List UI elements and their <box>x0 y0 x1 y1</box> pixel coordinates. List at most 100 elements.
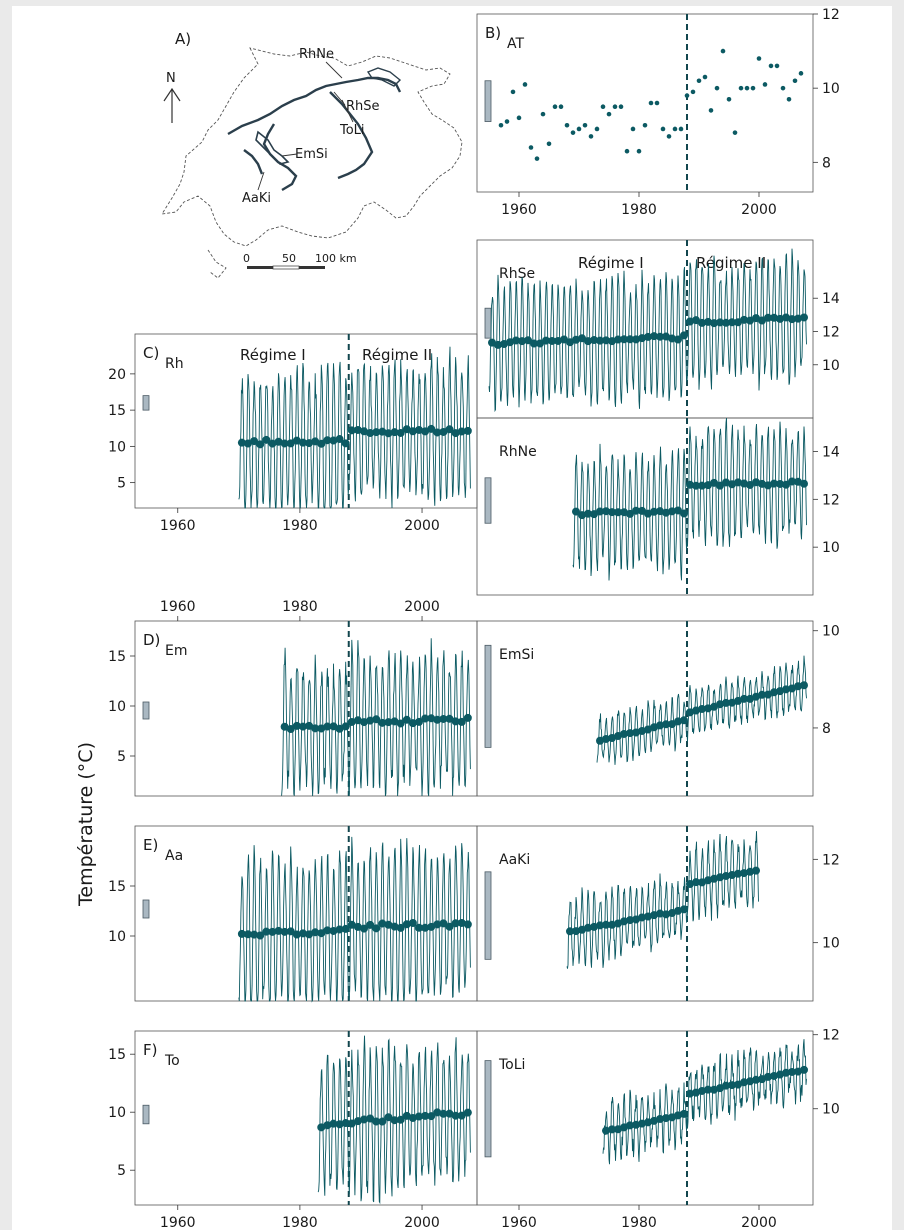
annual-mean-point <box>268 927 277 936</box>
annual-mean-point <box>740 694 748 703</box>
annual-mean-point <box>360 718 369 727</box>
y-tick-label: 15 <box>108 879 126 895</box>
annual-mean-point <box>728 1081 736 1090</box>
annual-mean-point <box>237 438 246 447</box>
annual-mean-point <box>390 1116 399 1125</box>
annual-mean-point <box>286 927 295 936</box>
scatter-point <box>534 156 540 161</box>
scatter-point <box>522 82 528 87</box>
annual-mean-point <box>396 923 405 932</box>
scatter-point <box>606 111 612 117</box>
annual-mean-point <box>776 1070 784 1079</box>
annual-mean-point <box>734 478 742 487</box>
range-bar <box>142 395 150 411</box>
annual-mean-point <box>280 722 289 731</box>
annual-mean-point <box>632 335 640 344</box>
annual-mean-point <box>620 917 628 926</box>
panel-emsi: EmSi 8 10 <box>476 620 840 797</box>
range-bar <box>484 871 492 960</box>
annual-mean-point <box>317 439 326 448</box>
scale-label-100: 100 km <box>315 252 357 265</box>
annual-mean-point <box>674 906 682 915</box>
scatter-point <box>588 134 594 139</box>
annual-mean-point <box>451 1111 460 1120</box>
regime-ii-label-c: Régime II <box>362 346 432 364</box>
y-tick-label: 5 <box>117 749 126 765</box>
annual-mean-point <box>626 916 634 925</box>
annual-mean-point <box>512 336 520 345</box>
annual-mean-point <box>560 335 568 344</box>
annual-mean-point <box>524 336 532 345</box>
scatter-point <box>558 104 564 110</box>
panel-aaki: AaKi 10 12 <box>476 825 840 1002</box>
annual-mean-point <box>347 717 356 726</box>
annual-mean-point <box>764 690 772 699</box>
y-tick-label: 10 <box>822 624 840 640</box>
y-tick-label: 10 <box>108 439 126 455</box>
annual-mean-point <box>572 927 580 936</box>
annual-mean-point <box>298 438 307 447</box>
annual-mean-point <box>286 439 295 448</box>
annual-mean-point <box>620 729 628 738</box>
annual-mean-point <box>752 866 760 875</box>
scatter-point <box>582 122 588 128</box>
panel-b: B) AT 8 10 12 1960 1980 2000 <box>476 7 840 218</box>
annual-mean-point <box>704 317 712 326</box>
annual-mean-point <box>427 1112 436 1121</box>
annual-mean-point <box>530 339 538 348</box>
annual-mean-point <box>457 427 466 436</box>
scatter-point <box>612 104 618 110</box>
annual-mean-point <box>692 1088 700 1097</box>
annual-mean-point <box>764 1072 772 1081</box>
regime-i-label-c: Régime I <box>240 346 306 364</box>
annual-mean-point <box>578 925 586 934</box>
scale-label-50: 50 <box>282 252 296 265</box>
x-tick-label: 1960 <box>501 1215 537 1230</box>
annual-mean-point <box>372 715 381 724</box>
annual-mean-point <box>698 878 706 887</box>
monthly-series-line <box>238 836 471 1003</box>
annual-mean-point <box>372 428 381 437</box>
border-outline <box>161 47 463 247</box>
y-tick-label: 10 <box>822 358 840 374</box>
panel-c: C) Rh 5 10 15 20 1960 1980 2000 <box>108 333 478 534</box>
annual-mean-point <box>614 1125 622 1134</box>
map-site-pointers <box>257 61 354 191</box>
y-tick-label: 14 <box>822 291 840 307</box>
y-tick-label: 5 <box>117 1163 126 1179</box>
annual-mean-point <box>427 714 436 723</box>
scatter-point <box>732 130 738 135</box>
annual-mean-point <box>758 316 766 325</box>
annual-mean-point <box>734 869 742 878</box>
panel-f: F) To 5 10 15 1960 1980 2000 <box>108 1030 478 1230</box>
annual-mean-point <box>341 722 350 731</box>
annual-mean-point <box>329 926 338 935</box>
y-tick-label: 15 <box>108 649 126 665</box>
annual-mean-point <box>311 928 320 937</box>
annual-mean-point <box>680 716 688 725</box>
y-tick-label: 12 <box>822 852 840 868</box>
annual-mean-point <box>722 478 730 487</box>
annual-mean-point <box>596 336 604 345</box>
annual-mean-point <box>638 913 646 922</box>
annual-mean-point <box>662 332 670 341</box>
annual-mean-point <box>788 1067 796 1076</box>
scatter-point <box>648 100 654 106</box>
annual-mean-point <box>632 915 640 924</box>
annual-mean-point <box>626 509 634 518</box>
y-tick-label: 15 <box>108 1047 126 1063</box>
panel-d: D) Em 5 10 15 1960 1980 2000 <box>108 599 478 797</box>
annual-mean-point <box>638 506 646 515</box>
annual-mean-point <box>602 734 610 743</box>
scatter-point <box>666 134 672 139</box>
annual-mean-point <box>788 315 796 324</box>
x-tick-label: 1980 <box>282 1215 318 1230</box>
annual-mean-point <box>414 923 423 932</box>
annual-mean-point <box>734 318 742 327</box>
annual-mean-point <box>782 1068 790 1077</box>
station-label: Em <box>165 643 187 659</box>
annual-mean-point <box>656 721 664 730</box>
x-tick-label: 2000 <box>741 202 777 218</box>
annual-mean-point <box>262 927 271 936</box>
scatter-point <box>516 115 522 121</box>
